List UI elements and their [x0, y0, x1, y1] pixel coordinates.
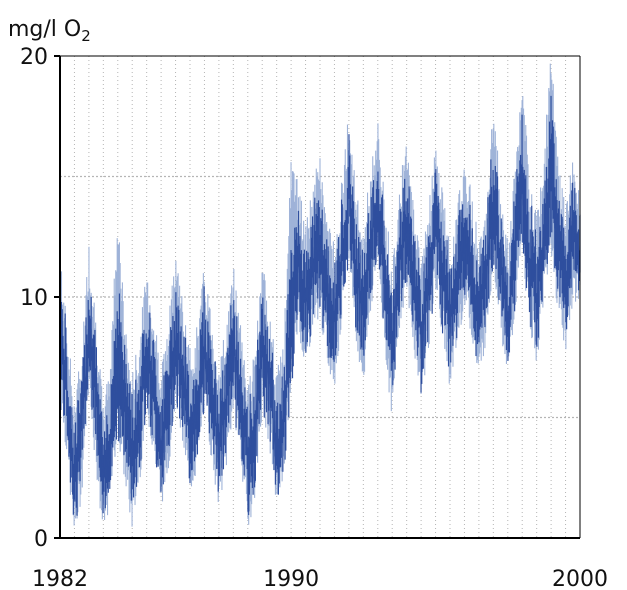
x-tick-label: 1990 [263, 567, 319, 590]
y-axis-unit-subscript: 2 [81, 27, 91, 45]
y-tick-label: 0 [34, 527, 48, 552]
y-axis-unit-label: mg/l O2 [8, 17, 91, 45]
y-tick-label: 20 [20, 45, 48, 70]
y-tick-label: 10 [20, 286, 48, 311]
y-axis-unit-main: mg/l O [8, 17, 81, 42]
x-tick-label: 1982 [32, 567, 88, 590]
x-tick-label: 2000 [552, 567, 608, 590]
